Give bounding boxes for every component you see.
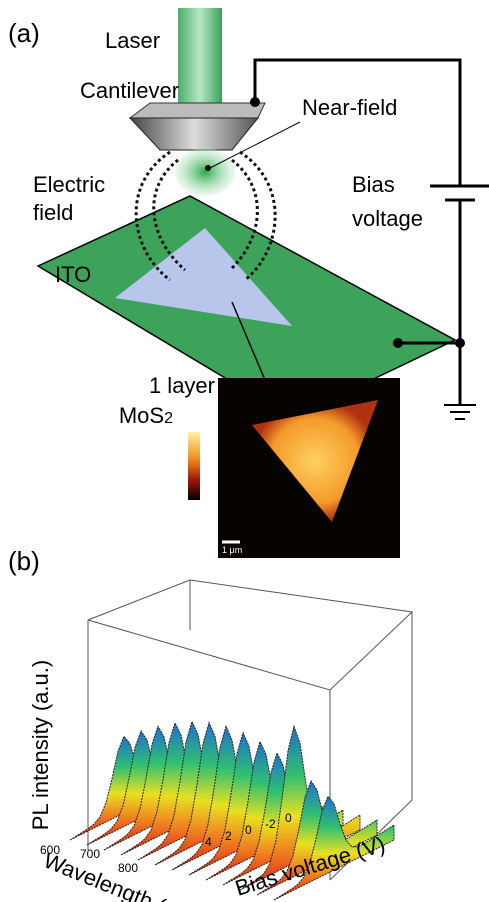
colorbar bbox=[188, 432, 200, 500]
material-label: MoS2 bbox=[119, 403, 173, 428]
bias-label: Bias bbox=[352, 172, 395, 197]
bias-tick: 4 bbox=[205, 835, 212, 849]
bias-tick: 0 bbox=[285, 811, 292, 825]
wavelength-tick: 800 bbox=[118, 861, 138, 875]
near-field-glow bbox=[175, 148, 235, 196]
field-label: field bbox=[33, 200, 73, 225]
junction bbox=[455, 338, 465, 348]
bias-tick: -2 bbox=[265, 817, 276, 831]
panel-label: (a) bbox=[8, 18, 40, 48]
contact bbox=[393, 338, 403, 348]
bias-tick: 0 bbox=[245, 823, 252, 837]
cantilever bbox=[130, 118, 258, 150]
near-field-label: Near-field bbox=[302, 95, 397, 120]
dot bbox=[205, 165, 211, 171]
bias-tick: 2 bbox=[225, 829, 232, 843]
panel-b: (b) PL intensity (a.u.) 600 700 800 Wave… bbox=[8, 546, 412, 902]
wire bbox=[255, 60, 460, 185]
voltage-label: voltage bbox=[352, 206, 423, 231]
scale-label: 1 μm bbox=[222, 545, 242, 555]
cantilever-label: Cantilever bbox=[80, 78, 179, 103]
panel-label: (b) bbox=[8, 546, 40, 576]
cantilever-top bbox=[130, 103, 265, 118]
wavelength-tick: 700 bbox=[80, 847, 100, 861]
contact bbox=[250, 97, 260, 107]
y-axis-label: PL intensity (a.u.) bbox=[28, 660, 53, 830]
material: MoS bbox=[119, 403, 164, 428]
panel-a: (a) Laser Cantilever Near-field Electric… bbox=[8, 8, 489, 558]
ito-label: ITO bbox=[55, 262, 91, 287]
layer-label: 1 layer bbox=[149, 373, 215, 398]
laser-beam bbox=[178, 8, 222, 116]
figure: (a) Laser Cantilever Near-field Electric… bbox=[0, 0, 489, 902]
electric-label: Electric bbox=[33, 172, 105, 197]
laser-label: Laser bbox=[105, 28, 160, 53]
subscript: 2 bbox=[164, 410, 173, 427]
